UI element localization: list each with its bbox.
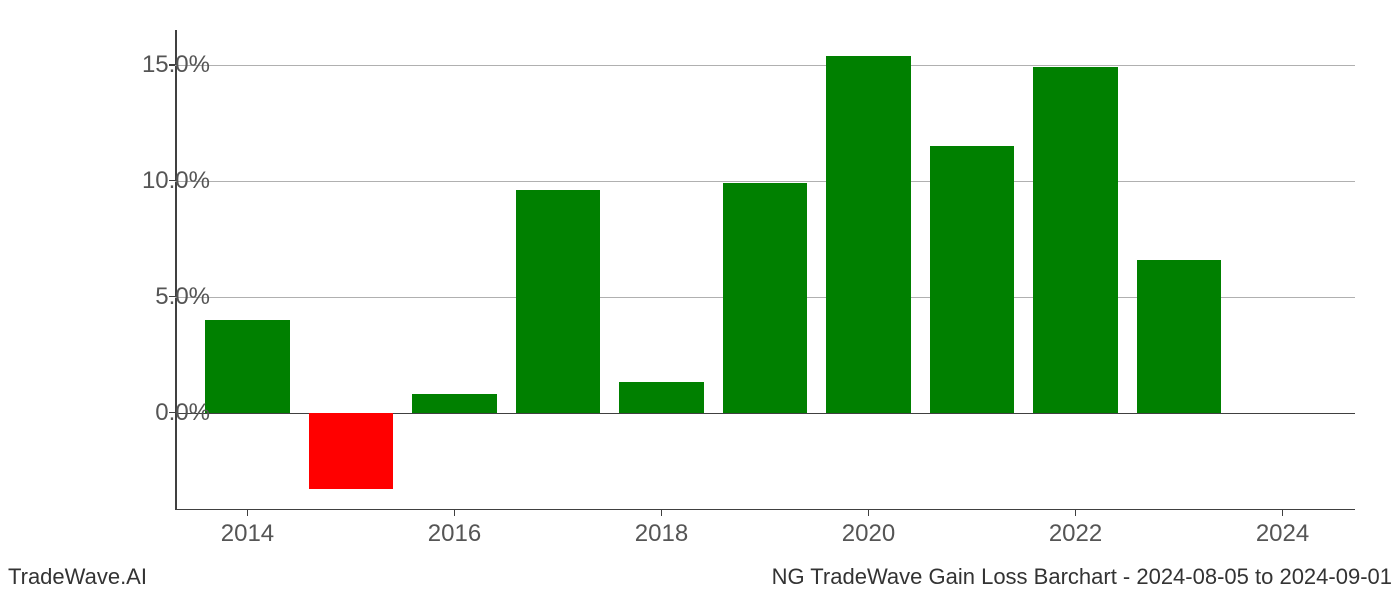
- y-tick-label: 0.0%: [110, 399, 210, 427]
- x-tick-label: 2020: [842, 520, 895, 548]
- bar-2016: [412, 394, 497, 413]
- bar-2014: [205, 320, 290, 413]
- y-tick-label: 5.0%: [110, 283, 210, 311]
- x-tick-label: 2014: [221, 520, 274, 548]
- x-tick-mark: [454, 510, 456, 516]
- x-tick-mark: [661, 510, 663, 516]
- bar-2020: [826, 56, 911, 413]
- bar-2015: [309, 413, 394, 490]
- x-tick-label: 2022: [1049, 520, 1102, 548]
- x-axis-spine: [175, 509, 1355, 511]
- x-tick-label: 2016: [428, 520, 481, 548]
- x-tick-label: 2018: [635, 520, 688, 548]
- x-tick-mark: [1075, 510, 1077, 516]
- bar-2017: [516, 190, 601, 413]
- y-axis-spine: [175, 30, 177, 510]
- bar-2018: [619, 382, 704, 412]
- x-tick-mark: [868, 510, 870, 516]
- plot-surface: [175, 30, 1355, 510]
- footer-caption: NG TradeWave Gain Loss Barchart - 2024-0…: [772, 564, 1392, 590]
- gridline: [175, 65, 1355, 66]
- x-tick-mark: [1282, 510, 1284, 516]
- footer-brand: TradeWave.AI: [8, 564, 147, 590]
- x-tick-label: 2024: [1256, 520, 1309, 548]
- gridline: [175, 181, 1355, 182]
- bar-2023: [1137, 260, 1222, 413]
- y-tick-label: 10.0%: [110, 167, 210, 195]
- bar-2019: [723, 183, 808, 413]
- bar-2022: [1033, 67, 1118, 413]
- x-tick-mark: [247, 510, 249, 516]
- bar-2021: [930, 146, 1015, 413]
- chart-plot-area: [175, 30, 1355, 510]
- y-tick-label: 15.0%: [110, 51, 210, 79]
